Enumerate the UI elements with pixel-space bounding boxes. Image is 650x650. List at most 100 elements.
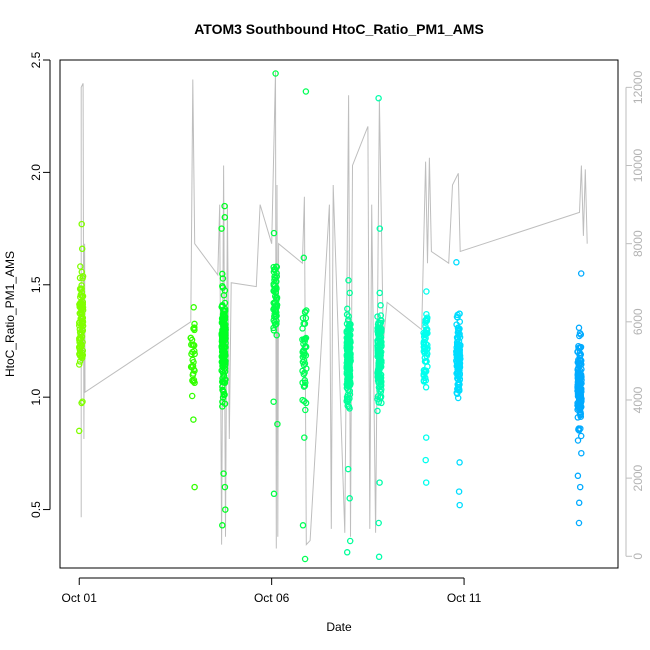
data-point [374, 313, 381, 320]
y-tick-label: 1.5 [29, 276, 43, 293]
series-group-5 [343, 277, 354, 556]
y-tick-label: 2.0 [29, 164, 43, 181]
data-point [376, 365, 383, 373]
data-point [78, 318, 85, 325]
data-point [346, 405, 353, 412]
data-point [270, 490, 278, 498]
data-point [454, 365, 461, 372]
data-point [376, 376, 384, 383]
data-point [79, 351, 86, 359]
data-point [456, 501, 463, 509]
data-point [422, 384, 430, 391]
data-point [375, 553, 383, 561]
data-point [424, 350, 431, 358]
data-point [376, 337, 383, 345]
data-point [218, 225, 225, 232]
data-point [454, 341, 461, 348]
data-point [374, 407, 381, 415]
data-point [420, 367, 428, 374]
series-group-2 [218, 202, 229, 529]
data-point [577, 270, 585, 277]
series-group-4 [299, 88, 310, 563]
data-point [577, 410, 585, 418]
data-point [420, 370, 428, 378]
x-axis: Oct 01 Oct 06 Oct 11 [62, 577, 482, 605]
data-point [220, 391, 228, 399]
data-point [575, 499, 583, 507]
data-point [270, 327, 278, 334]
x-tick-label: Oct 06 [254, 591, 290, 605]
data-point [346, 380, 353, 388]
y2-tick-label: 8000 [631, 230, 645, 257]
data-point [575, 356, 582, 364]
data-point [456, 459, 463, 466]
data-point [346, 495, 353, 502]
secondary-series-layer [80, 71, 588, 549]
data-point [376, 327, 383, 335]
data-point [574, 399, 581, 407]
data-point [301, 369, 308, 376]
data-point [78, 328, 85, 336]
data-point [273, 320, 280, 328]
data-point [78, 268, 86, 276]
data-point [299, 522, 307, 529]
data-point [272, 70, 279, 77]
data-point [188, 336, 196, 344]
data-point [302, 406, 309, 414]
data-point [455, 359, 462, 366]
series-group-9 [574, 270, 585, 527]
data-point [301, 434, 308, 441]
data-point [377, 302, 384, 309]
data-point [77, 335, 85, 343]
data-point [191, 379, 198, 387]
data-point [273, 331, 280, 339]
data-point [301, 335, 309, 343]
data-point [218, 343, 225, 350]
data-point [421, 344, 428, 352]
data-point [346, 364, 354, 372]
data-point [271, 286, 279, 293]
data-point [221, 400, 229, 407]
data-point [219, 387, 227, 395]
data-point [299, 336, 306, 343]
data-point [422, 358, 429, 365]
data-point [301, 320, 309, 327]
data-point [270, 304, 278, 312]
data-point [345, 352, 353, 360]
data-point [574, 371, 581, 378]
data-point [575, 359, 583, 367]
data-point [189, 348, 196, 356]
data-point [300, 254, 308, 262]
chart-title: ATOM3 Southbound HtoC_Ratio_PM1_AMS [194, 21, 484, 37]
data-point [78, 292, 86, 300]
data-point [219, 270, 226, 278]
data-point [374, 321, 382, 328]
data-point [576, 332, 583, 340]
data-point [376, 225, 384, 232]
data-points-layer [75, 70, 585, 563]
data-point [453, 259, 460, 266]
data-point [301, 351, 308, 358]
data-point [574, 437, 582, 444]
data-point [301, 555, 309, 563]
data-point [78, 220, 85, 228]
data-point [77, 308, 85, 316]
data-point [75, 361, 83, 368]
y2-tick-label: 10000 [631, 148, 645, 182]
data-point [220, 379, 228, 386]
data-point [191, 483, 198, 491]
data-point [375, 94, 382, 102]
data-point [219, 326, 226, 334]
x-axis-label: Date [326, 620, 352, 634]
data-point [220, 314, 227, 322]
data-point [299, 396, 306, 404]
data-point [344, 398, 352, 406]
data-point [375, 359, 382, 367]
data-point [578, 449, 585, 457]
series-group-8 [453, 259, 464, 509]
data-point [454, 329, 462, 336]
data-point [375, 519, 382, 527]
data-point [221, 483, 229, 491]
series-group-6 [374, 94, 385, 561]
y-tick-label: 1.0 [29, 389, 43, 406]
